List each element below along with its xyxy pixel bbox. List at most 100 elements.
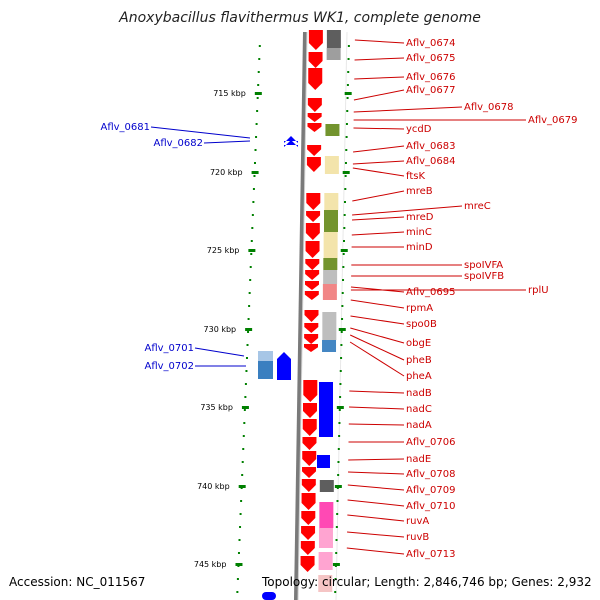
forward-gene-arrow bbox=[306, 157, 321, 172]
forward-gene-arrow bbox=[302, 467, 317, 478]
scale-tick-label: 715 kbp bbox=[213, 89, 246, 98]
tick-dot-right bbox=[338, 409, 341, 411]
tick-dot-right bbox=[340, 357, 343, 359]
scale-tick-mark-right bbox=[334, 485, 342, 488]
scale-tick-mark-right bbox=[344, 92, 352, 95]
scale-tick-label: 735 kbp bbox=[200, 403, 233, 412]
label-leader-line bbox=[349, 334, 405, 361]
tick-dot-left bbox=[251, 214, 254, 216]
gene-label-right: ycdD bbox=[406, 124, 432, 135]
tick-dot-left bbox=[247, 331, 250, 333]
gene-label-right: Aflv_0677 bbox=[406, 85, 456, 96]
category-band bbox=[318, 528, 333, 548]
tick-dot-left bbox=[246, 344, 249, 346]
forward-gene-arrow bbox=[301, 511, 316, 525]
scale-tick-mark bbox=[251, 171, 259, 174]
genome-summary-text: Topology: circular; Length: 2,846,746 bp… bbox=[262, 575, 592, 589]
forward-gene-arrow bbox=[303, 380, 318, 402]
tick-dot-left bbox=[244, 396, 247, 398]
scale-tick-label: 725 kbp bbox=[207, 246, 240, 255]
tick-dot-right bbox=[339, 370, 342, 372]
gene-label-right: Aflv_0684 bbox=[406, 156, 456, 167]
tick-dot-right bbox=[340, 344, 343, 346]
gene-label-right: Aflv_0695 bbox=[406, 287, 456, 298]
category-band bbox=[324, 210, 339, 232]
gene-label-right: Aflv_0674 bbox=[406, 38, 456, 49]
genome-backbone bbox=[294, 31, 307, 600]
forward-gene-arrow bbox=[306, 193, 321, 210]
gene-label-right: nadC bbox=[406, 404, 432, 415]
tick-dot-right bbox=[347, 71, 350, 73]
tick-dot-right bbox=[347, 58, 350, 60]
gene-label-right: mreC bbox=[464, 201, 491, 212]
tick-dot-left bbox=[239, 526, 242, 528]
scale-tick-mark-right bbox=[332, 563, 340, 566]
scale-tick-mark bbox=[248, 249, 256, 252]
tick-dot-right bbox=[343, 240, 345, 242]
gene-label-right: nadE bbox=[406, 454, 431, 465]
label-leader-line bbox=[350, 315, 405, 325]
forward-gene-arrow bbox=[301, 526, 316, 540]
gene-label-right: ftsK bbox=[406, 171, 425, 182]
reverse-gene-block bbox=[317, 455, 330, 468]
tick-dot-right bbox=[335, 526, 338, 528]
gene-label-left: Aflv_0681 bbox=[100, 122, 150, 133]
label-leader-line bbox=[150, 126, 251, 139]
tick-dot-right bbox=[339, 383, 342, 385]
gene-label-right: Aflv_0683 bbox=[406, 141, 456, 152]
gene-label-right: Aflv_0709 bbox=[406, 485, 456, 496]
tick-dot-right bbox=[342, 253, 345, 255]
tick-dot-left bbox=[242, 435, 245, 437]
scale-tick-mark-right bbox=[342, 171, 350, 174]
tick-dot-right bbox=[337, 474, 340, 476]
tick-dot-right bbox=[340, 331, 343, 333]
tick-dot-right bbox=[334, 578, 337, 580]
tick-dot-right bbox=[345, 136, 348, 138]
category-band bbox=[325, 124, 340, 136]
scale-tick-label: 720 kbp bbox=[210, 168, 243, 177]
tick-dot-right bbox=[343, 201, 346, 203]
scale-tick-mark-right bbox=[336, 406, 344, 409]
forward-gene-arrow bbox=[301, 493, 316, 510]
category-band bbox=[326, 30, 341, 48]
tick-dot-right bbox=[342, 279, 345, 281]
gene-label-right: ruvB bbox=[406, 532, 429, 543]
gene-label-right: spoIVFA bbox=[464, 260, 503, 271]
tick-dot-right bbox=[336, 500, 339, 502]
forward-gene-arrow bbox=[307, 113, 322, 122]
reverse-gene-arrow bbox=[277, 352, 291, 380]
gene-label-right: Aflv_0675 bbox=[406, 53, 456, 64]
tick-dot-right bbox=[346, 110, 349, 112]
tick-dot-left bbox=[238, 539, 241, 541]
label-leader-line bbox=[352, 190, 405, 202]
forward-gene-arrow bbox=[304, 334, 319, 344]
label-leader-line bbox=[348, 458, 405, 461]
forward-gene-arrow bbox=[305, 259, 320, 270]
tick-dot-right bbox=[335, 552, 338, 554]
forward-gene-arrow bbox=[303, 403, 318, 418]
reverse-gene-block bbox=[262, 592, 276, 600]
forward-gene-arrow bbox=[307, 145, 322, 156]
tick-dot-right bbox=[342, 266, 345, 268]
tick-dot-right bbox=[341, 318, 344, 320]
tick-dot-left bbox=[247, 318, 250, 320]
forward-gene-arrow bbox=[308, 68, 323, 90]
forward-gene-arrow bbox=[307, 123, 322, 132]
label-leader-line bbox=[350, 299, 405, 309]
forward-gene-arrow bbox=[305, 270, 320, 280]
forward-gene-arrow bbox=[302, 419, 317, 436]
tick-dot-right bbox=[345, 149, 348, 151]
tick-dot-right bbox=[346, 84, 349, 86]
gene-label-right: pheB bbox=[406, 355, 432, 366]
gene-label-right: rplU bbox=[528, 285, 549, 296]
forward-gene-arrow bbox=[301, 479, 316, 492]
tick-dot-left bbox=[245, 370, 248, 372]
label-leader-line bbox=[349, 341, 405, 377]
tick-dot-left bbox=[253, 175, 256, 177]
scale-tick-mark-right bbox=[338, 328, 346, 331]
forward-gene-arrow bbox=[308, 52, 323, 68]
scale-tick-mark bbox=[235, 563, 243, 566]
label-leader-line bbox=[354, 39, 405, 44]
gene-label-left: Aflv_0682 bbox=[153, 138, 203, 149]
